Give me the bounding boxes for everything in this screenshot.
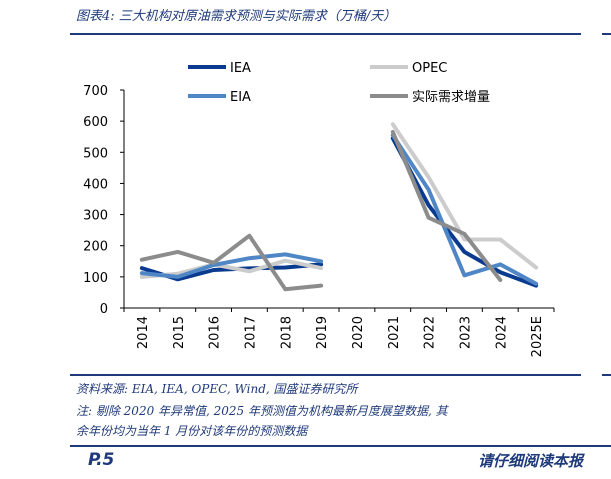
disclaimer-link[interactable]: 请仔细阅读本报 — [478, 452, 584, 470]
series-line-EIA — [390, 133, 539, 286]
right-edge-mark — [602, 33, 611, 35]
y-tick-label: 700 — [83, 84, 108, 99]
x-tick-label: 2018 — [279, 316, 294, 349]
x-tick-label: 2022 — [423, 316, 438, 349]
x-tick-label: 2023 — [458, 316, 473, 349]
series-line-EIA — [139, 252, 324, 279]
x-axis: 2014 2015 2016 2017 2018 2019 2020 2021 2022 2023… — [123, 307, 555, 357]
series-lines — [139, 122, 539, 292]
right-edge-mark-bottom — [602, 374, 611, 376]
note-line-2: 余年份均为当年 1 月份对该年份的预测数据 — [76, 424, 308, 438]
y-tick-label: 400 — [83, 177, 108, 192]
chart-bottom-rule — [70, 374, 581, 376]
note-line-1: 注: 剔除 2020 年异常值, 2025 年预测值为机构最新月度展望数据, 其 — [76, 404, 448, 418]
y-tick-label: 300 — [83, 209, 108, 224]
x-tick-label: 2014 — [136, 316, 151, 349]
page-number: P.5 — [88, 450, 115, 470]
y-tick-label: 0 — [100, 302, 108, 317]
x-tick-label: 2019 — [315, 316, 330, 349]
y-tick-label: 100 — [83, 271, 108, 286]
x-tick-label: 2024 — [494, 316, 509, 349]
source-note: 资料来源: EIA, IEA, OPEC, Wind, 国盛证券研究所 — [76, 382, 358, 396]
legend-label: EIA — [230, 90, 251, 105]
x-tick-label: 2017 — [243, 316, 258, 349]
x-tick-label: 2020 — [351, 316, 366, 349]
legend: IEA OPEC EIA 实际需求增量 — [188, 61, 490, 105]
legend-label: IEA — [230, 61, 251, 76]
series-line-实际需求增量 — [139, 233, 324, 292]
footer-rule — [70, 445, 611, 447]
y-tick-label: 500 — [83, 146, 108, 161]
x-tick-label: 2015 — [172, 316, 187, 349]
series-line-实际需求增量 — [390, 130, 503, 282]
header-rule — [70, 33, 581, 35]
legend-label: OPEC — [412, 61, 447, 76]
y-tick-label: 200 — [83, 240, 108, 255]
y-tick-label: 600 — [83, 115, 108, 130]
series-line-OPEC — [390, 122, 539, 270]
x-tick-label: 2025E — [530, 316, 545, 357]
x-tick-label: 2016 — [208, 316, 223, 349]
x-tick-label: 2021 — [387, 316, 402, 349]
legend-label: 实际需求增量 — [412, 90, 490, 105]
page-title: 图表4: 三大机构对原油需求预测与实际需求（万桶/天） — [76, 9, 397, 24]
y-axis: 0 100 200 300 400 500 600 700 — [83, 84, 125, 317]
series-line-IEA — [390, 136, 539, 288]
series-line-OPEC — [139, 258, 324, 279]
